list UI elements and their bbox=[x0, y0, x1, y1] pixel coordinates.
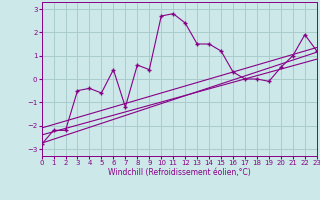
X-axis label: Windchill (Refroidissement éolien,°C): Windchill (Refroidissement éolien,°C) bbox=[108, 168, 251, 177]
